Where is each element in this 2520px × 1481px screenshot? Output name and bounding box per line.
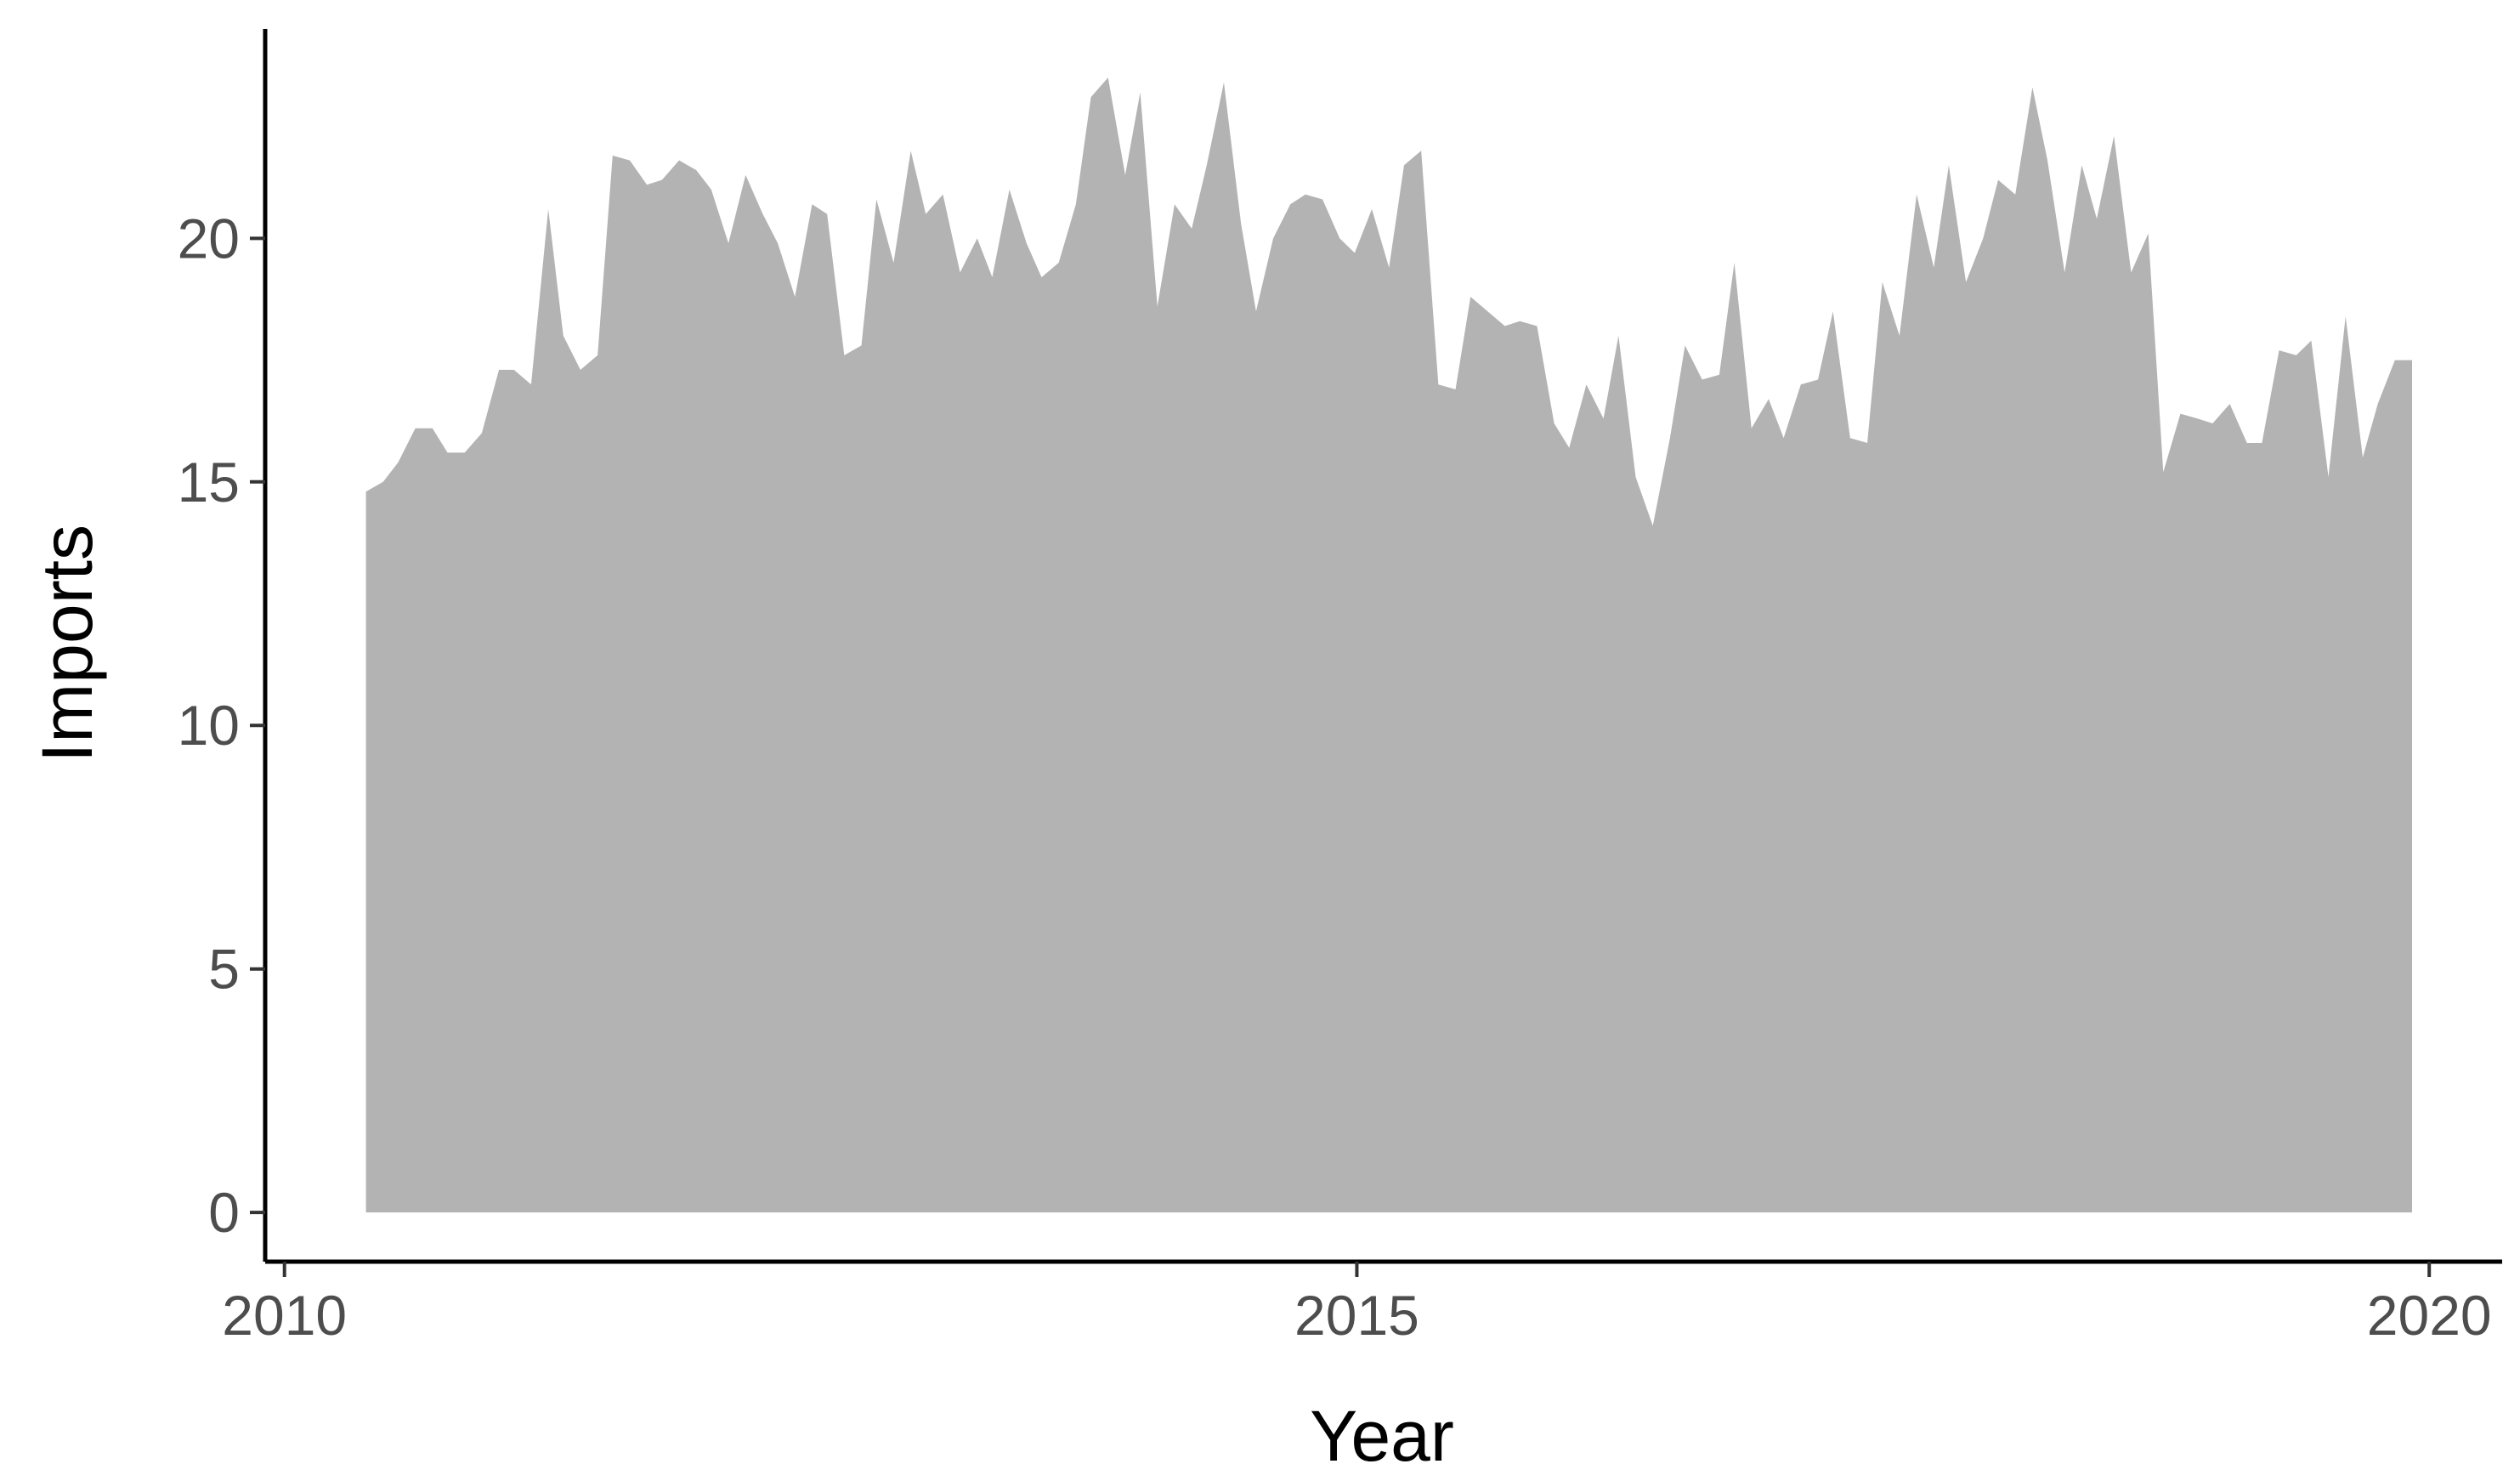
y-tick-label: 15	[178, 451, 240, 514]
y-tick-label: 20	[178, 207, 240, 270]
x-tick-label: 2020	[2367, 1284, 2492, 1347]
x-axis-title: Year	[1310, 1396, 1454, 1476]
y-axis-title: Imports	[27, 525, 107, 763]
x-tick-label: 2010	[222, 1284, 347, 1347]
y-tick-label: 0	[208, 1181, 240, 1244]
y-tick-label: 10	[178, 694, 240, 757]
y-tick-label: 5	[208, 938, 240, 1001]
x-tick-label: 2015	[1294, 1284, 1419, 1347]
area	[365, 77, 2413, 1213]
